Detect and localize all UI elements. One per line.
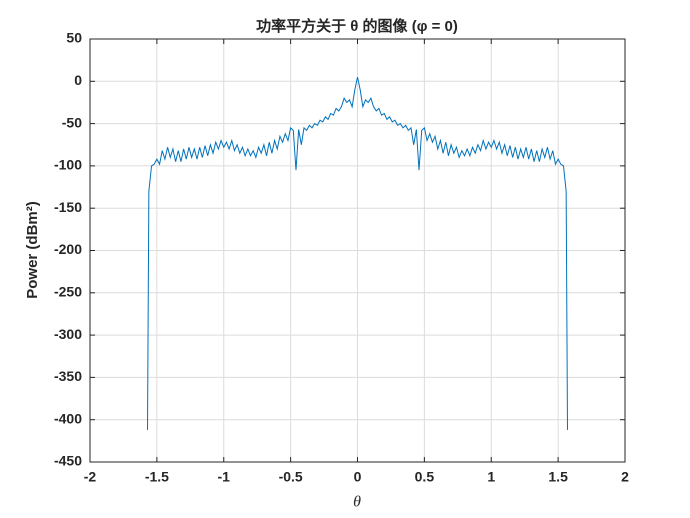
chart-title: 功率平方关于 θ 的图像 (φ = 0): [256, 17, 458, 35]
plot-area: [147, 76, 568, 430]
x-tick-label: -1.5: [145, 469, 169, 485]
x-tick-label: 1.5: [548, 469, 568, 485]
y-tick-label: -100: [54, 157, 82, 173]
x-tick-label: -0.5: [279, 469, 303, 485]
y-tick-label: -350: [54, 368, 82, 384]
y-tick-label: -150: [54, 199, 82, 215]
y-tick-label: -450: [54, 453, 82, 469]
x-tick-label: 2: [621, 469, 629, 485]
y-tick-label: -50: [62, 114, 82, 130]
x-tick-label: 0.5: [415, 469, 435, 485]
x-tick-label: -1: [218, 469, 231, 485]
y-tick-label: 50: [66, 30, 82, 46]
x-tick-label: 0: [354, 469, 362, 485]
y-axis-label: Power (dBm²): [24, 201, 41, 299]
x-tick-label: 1: [487, 469, 495, 485]
y-tick-label: -250: [54, 284, 82, 300]
y-tick-label: -200: [54, 241, 82, 257]
x-axis-label: θ: [353, 494, 361, 511]
y-tick-label: -300: [54, 326, 82, 342]
y-tick-label: -400: [54, 410, 82, 426]
y-tick-label: 0: [74, 72, 82, 88]
x-tick-label: -2: [84, 469, 97, 485]
data-line: [147, 76, 568, 430]
